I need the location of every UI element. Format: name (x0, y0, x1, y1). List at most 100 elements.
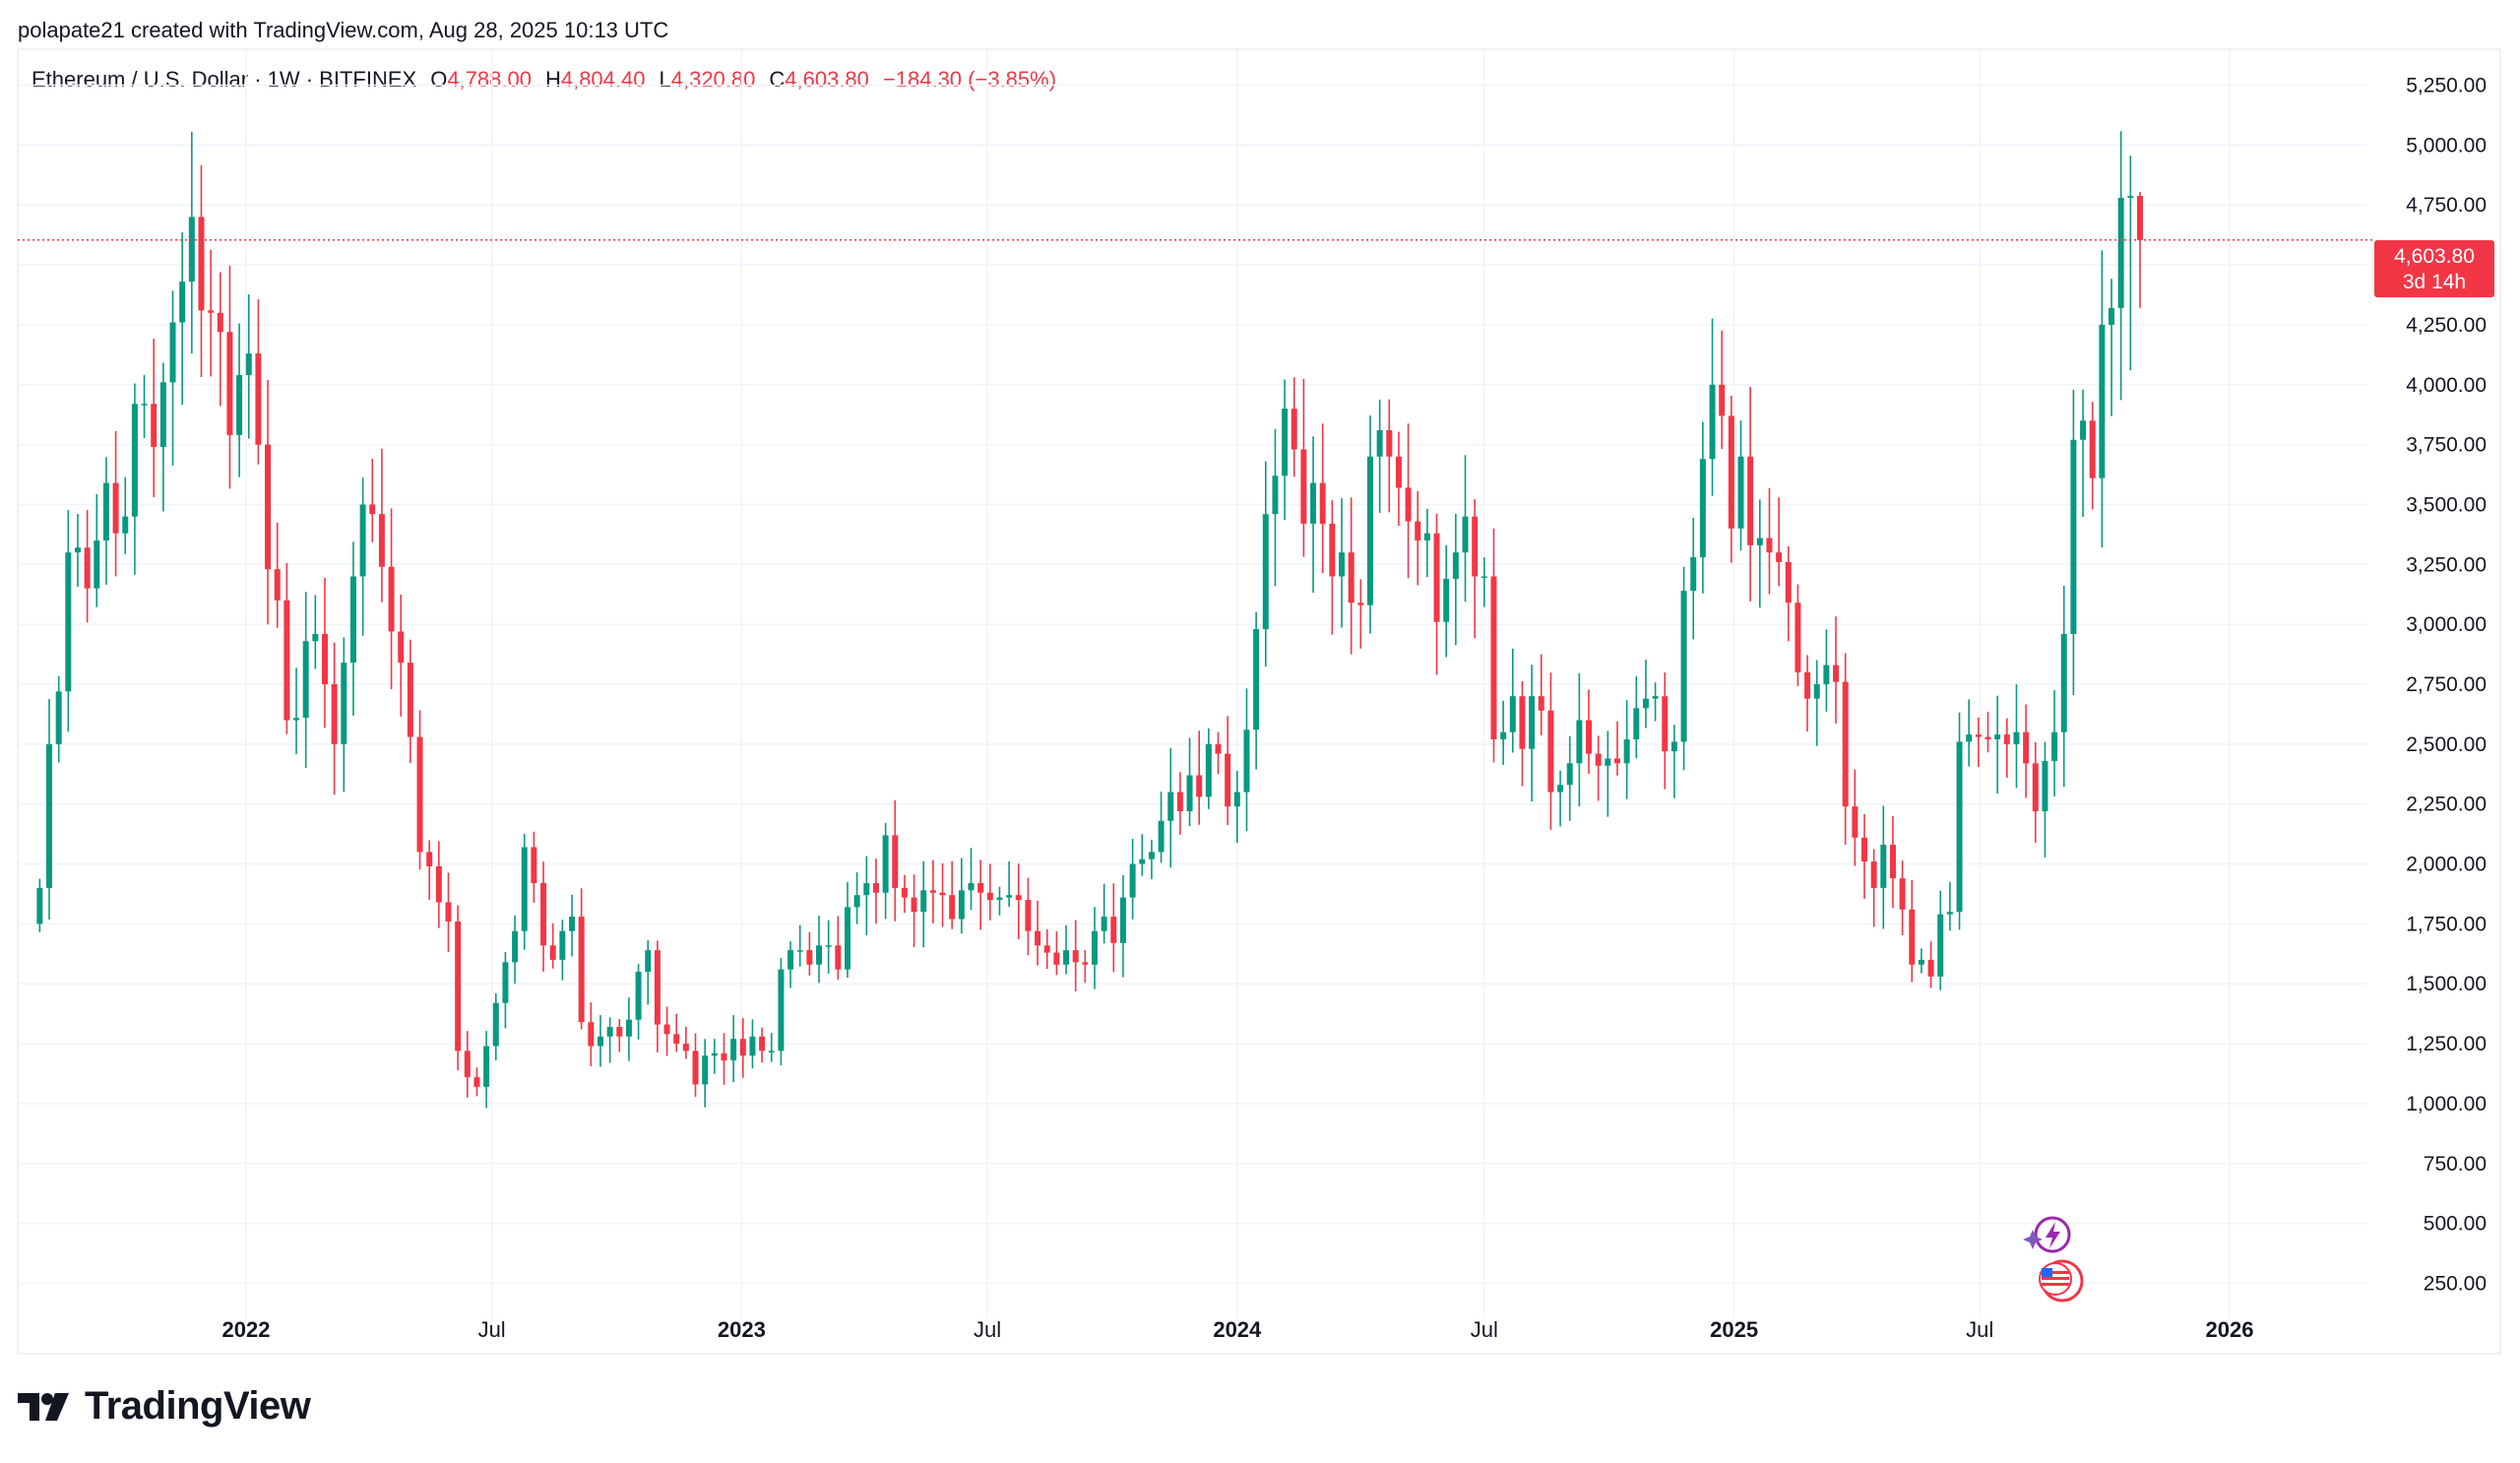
candle (1586, 689, 1593, 774)
candle (1785, 545, 1792, 642)
candle-body (293, 718, 300, 721)
candle-body (1946, 912, 1953, 915)
candle (1339, 498, 1346, 628)
candle-body (1139, 859, 1146, 864)
tradingview-logo[interactable]: TradingView (18, 1384, 311, 1429)
candle (1386, 399, 1393, 513)
candle-body (74, 547, 81, 553)
candle (1415, 490, 1421, 586)
candle (2013, 684, 2020, 789)
price-tick-label: 2,500.00 (2406, 733, 2487, 756)
candle-body (1833, 665, 1840, 682)
candle-body (521, 847, 528, 931)
candle-body (131, 404, 138, 517)
candle (892, 799, 899, 922)
candle-body (1699, 459, 1706, 557)
candle (426, 840, 433, 900)
candle-body (284, 600, 290, 721)
candle-body (1956, 741, 1963, 913)
candle-body (1557, 785, 1564, 793)
high-value: 4,804.40 (560, 67, 646, 92)
candle (141, 374, 148, 439)
change-value: −184.30 (−3.85%) (882, 67, 1057, 92)
candle-body (663, 1024, 670, 1035)
candle-body (768, 1050, 775, 1052)
candle-body (1319, 482, 1326, 524)
candle (1043, 928, 1050, 970)
candle (1139, 834, 1146, 876)
candle-body (1880, 845, 1887, 888)
candle (853, 872, 860, 924)
candle (1918, 948, 1924, 974)
candle-body (645, 950, 652, 973)
candle (1823, 629, 1830, 712)
candle-body (2080, 420, 2087, 440)
candle (1699, 421, 1706, 594)
price-tick-label: 1,250.00 (2406, 1033, 2487, 1055)
candle-body (369, 504, 376, 515)
candle-body (730, 1039, 737, 1061)
candle-body (1415, 521, 1421, 541)
candle-body (1043, 945, 1050, 953)
candle (1795, 584, 1801, 686)
candle (2136, 191, 2143, 308)
symbol-name[interactable]: Ethereum / U.S. Dollar · 1W · BITFINEX (32, 67, 417, 92)
candle (1975, 717, 1982, 768)
candle-body (1300, 449, 1307, 524)
candle-body (217, 312, 223, 333)
candle-body (1452, 552, 1459, 579)
candle-body (265, 444, 272, 570)
candle (1186, 737, 1193, 827)
candle (1443, 544, 1450, 658)
candle-body (2136, 195, 2143, 240)
candle-body (1795, 603, 1801, 672)
candle-body (1662, 696, 1669, 752)
candle (369, 458, 376, 542)
candle (844, 881, 850, 979)
candle (2099, 250, 2106, 548)
candle (1623, 700, 1630, 799)
candle (512, 915, 519, 985)
candle-body (1072, 950, 1079, 963)
candle (597, 1015, 603, 1067)
candle (1547, 672, 1554, 830)
attribution-text: polapate21 created with TradingView.com,… (18, 18, 669, 42)
candle (1529, 665, 1536, 801)
candle-body (492, 1002, 499, 1047)
candle (1937, 890, 1944, 990)
time-tick-label: Jul (1471, 1317, 1498, 1342)
candle (388, 508, 395, 689)
candle (1709, 318, 1716, 496)
candle (1423, 509, 1430, 578)
candle (682, 1026, 689, 1059)
news-bolt-icon[interactable] (2023, 1216, 2071, 1253)
candle (1063, 925, 1070, 975)
candle-body (2051, 732, 2058, 761)
price-tick-label: 3,000.00 (2406, 613, 2487, 636)
candle (1366, 414, 1373, 634)
candle-body (788, 950, 794, 970)
price-tick-label: 2,000.00 (2406, 854, 2487, 876)
grid-lines (18, 49, 2367, 1319)
price-tick-label: 2,750.00 (2406, 673, 2487, 696)
candle-body (844, 907, 850, 970)
candle-body (198, 217, 205, 311)
candle-body (1167, 792, 1174, 821)
candle-body (378, 514, 385, 567)
candle (122, 477, 129, 554)
candle-body (1680, 591, 1687, 742)
candle (730, 1015, 737, 1083)
candle-body (445, 902, 452, 922)
candle-body (1623, 738, 1630, 764)
candle (977, 859, 984, 930)
candle (2127, 156, 2134, 371)
candle-body (1176, 792, 1183, 811)
candle-body (901, 887, 908, 898)
candle (1319, 423, 1326, 574)
candle (1082, 949, 1089, 984)
candle-body (388, 566, 395, 632)
candle (1899, 860, 1906, 935)
us-flag-icon[interactable] (2039, 1259, 2084, 1303)
candle (2042, 741, 2048, 858)
